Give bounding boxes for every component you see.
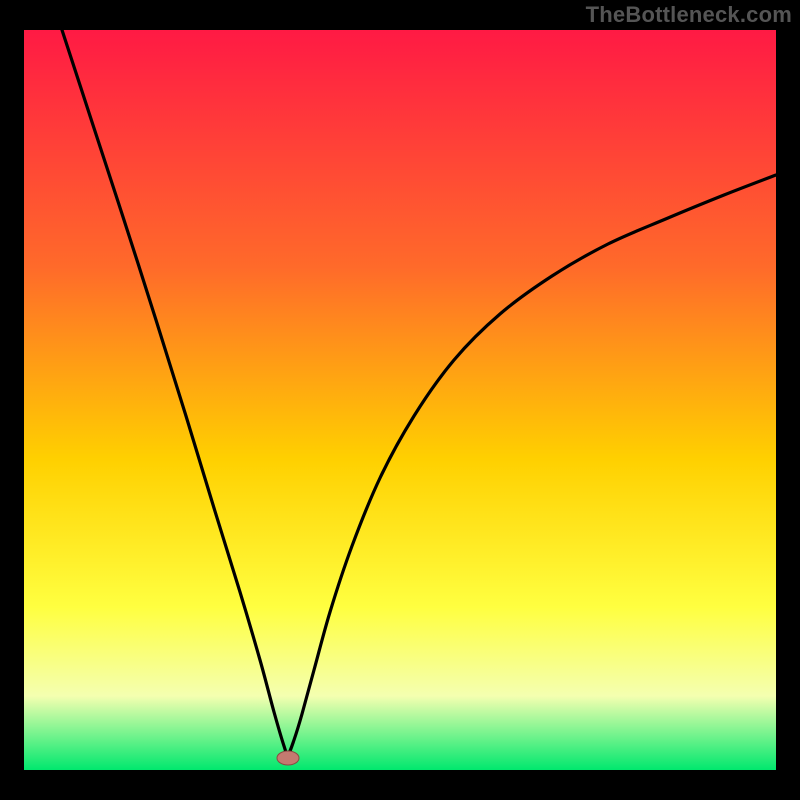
watermark-text: TheBottleneck.com xyxy=(586,2,792,28)
chart-container: TheBottleneck.com xyxy=(0,0,800,800)
optimum-marker xyxy=(277,751,299,765)
bottleneck-chart xyxy=(0,0,800,800)
chart-background xyxy=(24,30,776,770)
